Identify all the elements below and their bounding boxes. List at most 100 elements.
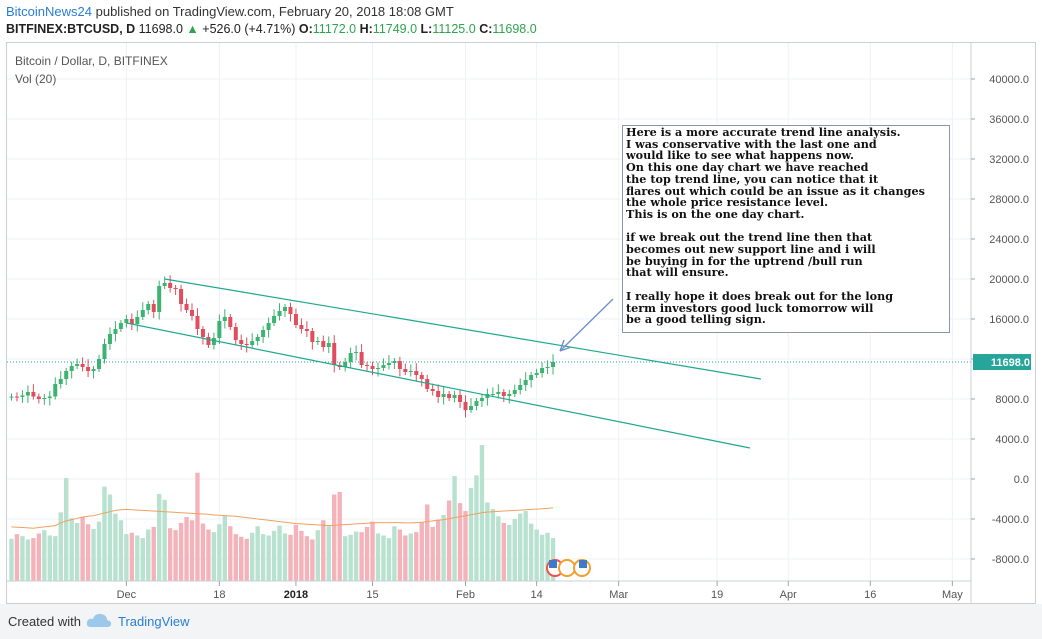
candle-body bbox=[365, 365, 370, 366]
volume-bar bbox=[189, 520, 195, 581]
volume-bar bbox=[64, 478, 69, 581]
annotation-line: flares out which could be an issue as it… bbox=[626, 183, 925, 198]
candle-body bbox=[277, 311, 282, 316]
candle-body bbox=[200, 329, 205, 337]
y-tick-label: 32000.0 bbox=[989, 154, 1029, 166]
annotation-line: This is on the one day chart. bbox=[626, 206, 805, 221]
open-value: 11172.0 bbox=[312, 22, 357, 36]
candle-body bbox=[151, 304, 156, 312]
volume-bar bbox=[403, 535, 408, 581]
volume-bar bbox=[249, 532, 255, 581]
volume-bar bbox=[74, 522, 80, 581]
x-tick-label: 16 bbox=[864, 589, 876, 601]
candle-body bbox=[25, 392, 30, 396]
candle-body bbox=[31, 392, 36, 397]
candle-body bbox=[261, 330, 266, 337]
volume-bar bbox=[337, 491, 342, 581]
annotation-line: that will ensure. bbox=[626, 265, 729, 280]
candle-body bbox=[91, 369, 96, 371]
candle-body bbox=[157, 286, 162, 312]
candle-body bbox=[146, 304, 151, 310]
candle-body bbox=[474, 401, 479, 406]
annotation-line: would like to see what happens now. bbox=[626, 148, 854, 163]
volume-bar bbox=[151, 526, 156, 581]
volume-bar bbox=[271, 530, 277, 581]
volume-bar bbox=[441, 515, 446, 581]
volume-bar bbox=[162, 499, 167, 581]
volume-bar bbox=[9, 538, 14, 581]
candle-body bbox=[173, 288, 178, 289]
volume-bar bbox=[452, 476, 457, 581]
annotation-box[interactable]: Here is a more accurate trend line analy… bbox=[622, 125, 950, 333]
candle-body bbox=[430, 389, 435, 391]
volume-bar bbox=[485, 502, 490, 581]
annotation-line: Here is a more accurate trend line analy… bbox=[626, 125, 901, 139]
candle-body bbox=[534, 373, 539, 375]
y-tick-label: 20000.0 bbox=[989, 274, 1029, 286]
candle-body bbox=[75, 364, 80, 366]
x-tick-label: Apr bbox=[780, 589, 797, 601]
x-tick-label: 18 bbox=[213, 589, 225, 601]
last-price-badge bbox=[973, 354, 1031, 371]
chart-header: BitcoinNews24 published on TradingView.c… bbox=[0, 0, 1042, 42]
annotation-line: be a good telling sign. bbox=[626, 312, 766, 327]
volume-bar bbox=[288, 534, 293, 581]
volume-bar bbox=[239, 536, 244, 581]
candle-body bbox=[485, 394, 490, 398]
volume-bar bbox=[282, 533, 288, 581]
candle-body bbox=[458, 395, 463, 402]
candle-body bbox=[69, 366, 74, 371]
y-tick-label: 40000.0 bbox=[989, 74, 1029, 86]
volume-bar bbox=[474, 475, 479, 581]
candle-body bbox=[58, 379, 63, 384]
volume-bar bbox=[91, 528, 96, 581]
y-tick-label: -8000.0 bbox=[992, 554, 1029, 566]
volume-bar bbox=[425, 504, 430, 581]
volume-bar bbox=[359, 532, 364, 581]
volume-bar bbox=[107, 494, 113, 581]
candle-body bbox=[375, 368, 380, 369]
candle-body bbox=[86, 367, 91, 371]
author-link[interactable]: BitcoinNews24 bbox=[6, 4, 92, 19]
volume-bar bbox=[178, 522, 184, 581]
volume-bar bbox=[244, 538, 249, 581]
candle-body bbox=[419, 375, 424, 379]
y-tick-label: 4000.0 bbox=[995, 434, 1029, 446]
y-tick-label: 8000.0 bbox=[995, 394, 1029, 406]
x-tick-label: 15 bbox=[366, 589, 378, 601]
volume-bar bbox=[435, 519, 441, 581]
last-price-label: 11698.0 bbox=[991, 357, 1030, 369]
up-arrow-icon: ▲ bbox=[186, 22, 199, 36]
volume-bar bbox=[496, 516, 501, 581]
candle-body bbox=[195, 316, 200, 329]
annotation-arrow bbox=[559, 298, 614, 352]
candle-body bbox=[310, 331, 315, 342]
candle-body bbox=[354, 352, 359, 353]
volume-bar bbox=[25, 539, 31, 581]
candle-body bbox=[217, 321, 222, 338]
candle-body bbox=[299, 325, 304, 329]
volume-bar bbox=[392, 526, 397, 581]
publish-info: BitcoinNews24 published on TradingView.c… bbox=[6, 4, 454, 19]
volume-bar bbox=[299, 530, 304, 581]
volume-bar bbox=[523, 511, 528, 581]
annotation-line: if we break out the trend line then that bbox=[626, 230, 873, 245]
volume-bar bbox=[266, 535, 271, 581]
close-value: 11698.0 bbox=[492, 22, 537, 36]
candle-body bbox=[129, 319, 134, 324]
volume-bar bbox=[58, 512, 63, 581]
tradingview-link[interactable]: TradingView bbox=[118, 614, 190, 629]
candle-body bbox=[293, 314, 298, 325]
volume-bar bbox=[135, 535, 140, 581]
lower-trend-line bbox=[126, 322, 751, 449]
volume-bar bbox=[528, 523, 534, 581]
candle-body bbox=[168, 283, 173, 288]
candle-body bbox=[414, 371, 419, 375]
tradingview-cloud-icon bbox=[86, 613, 112, 627]
volume-bar bbox=[501, 522, 506, 581]
volume-bar bbox=[414, 532, 419, 581]
footer: Created with TradingView bbox=[0, 604, 1042, 639]
volume-bar bbox=[386, 538, 392, 581]
candle-body bbox=[255, 337, 260, 341]
volume-bar bbox=[490, 509, 496, 581]
